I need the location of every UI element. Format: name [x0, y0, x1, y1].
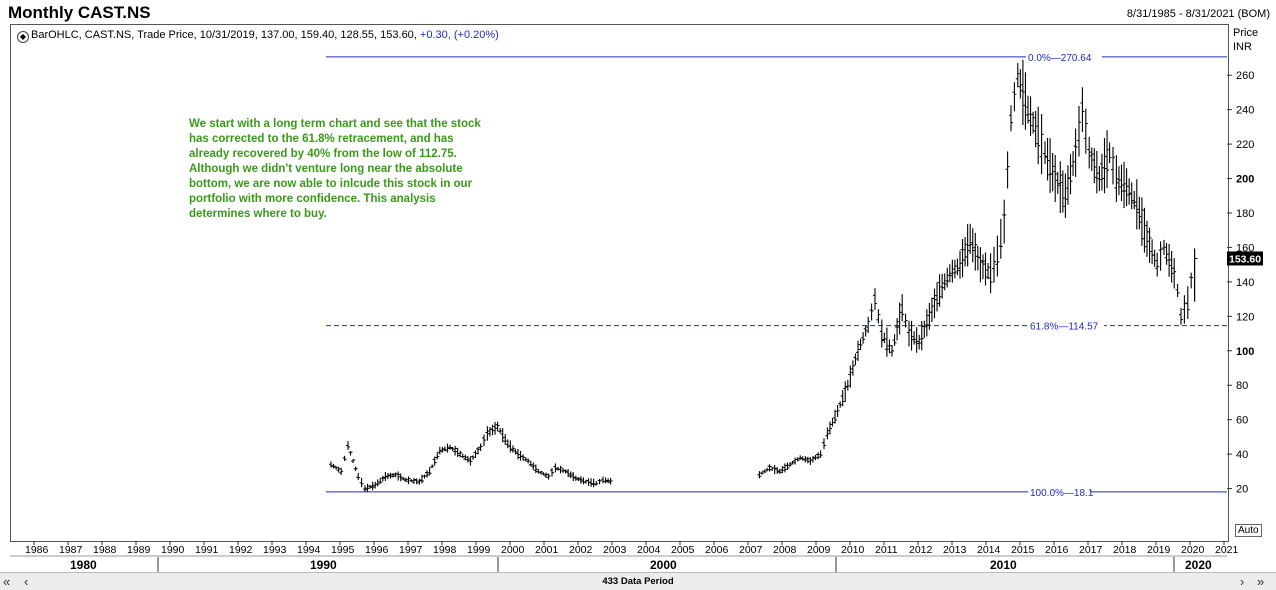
x-tick-label: 2012	[909, 544, 933, 556]
y-tick-label: 200	[1236, 174, 1254, 186]
x-tick-label: 1999	[467, 544, 491, 556]
y-tick-label: 100	[1236, 346, 1254, 358]
fib-label-bg	[1028, 319, 1104, 331]
x-tick-label: 2004	[637, 544, 661, 556]
double-chevron-right-icon[interactable]: »	[1257, 574, 1265, 589]
x-tick-label: 1994	[297, 544, 321, 556]
x-tick-label: 2021	[1215, 544, 1239, 556]
y-tick-label: 120	[1236, 311, 1254, 323]
x-tick-label: 1996	[365, 544, 389, 556]
x-tick-label: 1998	[433, 544, 457, 556]
currency-label: INR	[1233, 41, 1252, 53]
x-tick-label: 1988	[93, 544, 117, 556]
x-tick-label: 2020	[1181, 544, 1205, 556]
x-tick-label: 2008	[773, 544, 797, 556]
decade-label: 2010	[990, 558, 1017, 572]
scrollbar[interactable]: « ‹ 433 Data Period › »	[0, 572, 1276, 590]
x-tick-label: 2017	[1079, 544, 1103, 556]
legend-text: BarOHLC, CAST.NS, Trade Price, 10/31/201…	[31, 29, 417, 41]
annotation-note: We start with a long term chart and see …	[189, 118, 481, 220]
fib-label: 100.0%—18.1	[1030, 488, 1094, 499]
y-tick-label: 40	[1236, 449, 1248, 461]
double-chevron-left-icon[interactable]: «	[3, 574, 11, 589]
x-tick-label: 2015	[1011, 544, 1035, 556]
y-tick-label: 160	[1236, 242, 1254, 254]
y-tick-label: 260	[1236, 70, 1254, 82]
fib-label-bg	[1026, 50, 1102, 62]
x-tick-label: 2018	[1113, 544, 1137, 556]
x-tick-label: 2001	[535, 544, 559, 556]
chevron-left-icon[interactable]: ‹	[24, 574, 29, 589]
date-range: 8/31/1985 - 8/31/2021 (BOM)	[1126, 8, 1270, 20]
x-tick-label: 2014	[977, 544, 1001, 556]
y-tick-label: 80	[1236, 380, 1248, 392]
chevron-right-icon[interactable]: ›	[1240, 574, 1245, 589]
y-tick-label: 220	[1236, 139, 1254, 151]
x-tick-label: 1986	[25, 544, 49, 556]
x-tick-label: 2013	[943, 544, 967, 556]
chart-legend: ◆ BarOHLC, CAST.NS, Trade Price, 10/31/20…	[17, 29, 499, 43]
y-tick-label: 60	[1236, 415, 1248, 427]
x-tick-label: 1992	[229, 544, 253, 556]
x-tick-label: 2019	[1147, 544, 1171, 556]
legend-change: +0.30, (+0.20%)	[419, 29, 499, 41]
chart-title: Monthly CAST.NS	[8, 3, 151, 22]
fib-label: 0.0%—270.64	[1028, 53, 1092, 64]
y-tick-label: 240	[1236, 105, 1254, 117]
decade-label: 2020	[1185, 558, 1212, 572]
y-tick-label: 180	[1236, 208, 1254, 220]
x-tick-label: 1997	[399, 544, 423, 556]
decade-label: 1990	[310, 558, 337, 572]
data-period-label: 433 Data Period	[602, 576, 674, 587]
x-tick-label: 2010	[841, 544, 865, 556]
last-price-badge	[1227, 251, 1263, 266]
bar-ohlc-icon[interactable]: ◆	[17, 31, 29, 43]
x-tick-label: 1989	[127, 544, 151, 556]
x-tick-label: 1993	[263, 544, 287, 556]
decade-label: 2000	[650, 558, 677, 572]
x-tick-label: 2009	[807, 544, 831, 556]
x-tick-label: 2002	[569, 544, 593, 556]
price-axis-header: Price INR	[1233, 26, 1258, 54]
x-tick-label: 2011	[875, 544, 898, 556]
price-label: Price	[1233, 27, 1259, 39]
x-tick-label: 1995	[331, 544, 355, 556]
x-tick-label: 2006	[705, 544, 729, 556]
y-tick-label: 140	[1236, 277, 1254, 289]
x-tick-label: 1987	[59, 544, 83, 556]
y-tick-label: 20	[1236, 484, 1248, 496]
x-tick-label: 2003	[603, 544, 627, 556]
x-tick-label: 2016	[1045, 544, 1069, 556]
x-tick-label: 1990	[161, 544, 185, 556]
decade-label: 1980	[70, 558, 97, 572]
x-tick-label: 2007	[739, 544, 763, 556]
x-tick-label: 1991	[195, 544, 219, 556]
last-price-label: 153.60	[1229, 253, 1261, 265]
fib-label-bg	[1028, 485, 1090, 497]
fib-label: 61.8%—114.57	[1030, 322, 1099, 333]
x-tick-label: 2005	[671, 544, 695, 556]
auto-scale-button[interactable]: Auto	[1235, 524, 1262, 537]
x-tick-label: 2000	[501, 544, 525, 556]
